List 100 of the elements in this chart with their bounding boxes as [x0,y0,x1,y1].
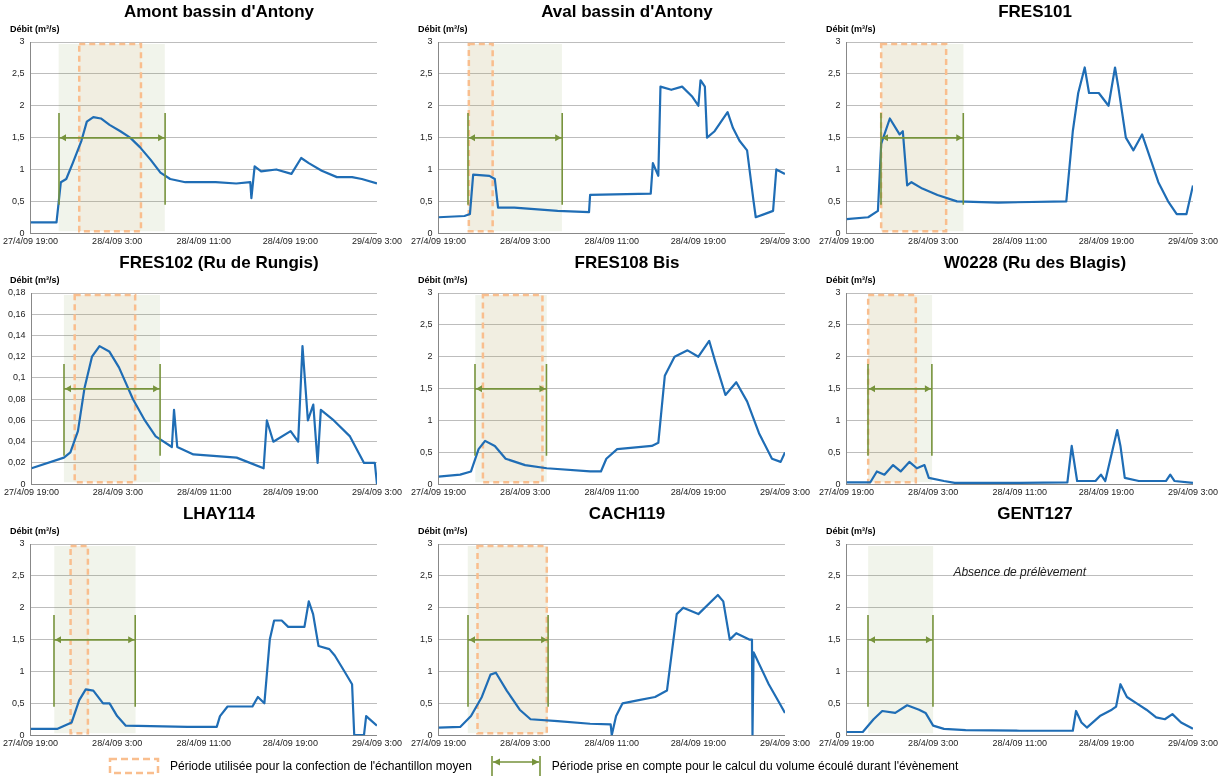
chart-title: CACH119 [587,503,667,525]
y-tick-label: 3 [427,287,433,298]
y-tick-label: 0,5 [12,697,25,708]
x-tick-label: 29/4/09 3:00 [351,487,402,498]
annotation: Absence de prélèvement [952,565,1087,580]
y-tick-label: 1,5 [420,634,433,645]
y-tick-label: 0 [19,227,25,238]
x-tick-label: 28/4/09 3:00 [92,236,143,247]
y-tick-label: 3 [427,538,433,549]
y-tick-label: 1 [427,414,433,425]
y-axis-title: Débit (m³/s) [418,275,468,285]
x-tick-label: 29/4/09 3:00 [1167,487,1218,498]
x-tick-label: 28/4/09 3:00 [500,487,551,498]
y-tick-label: 3 [19,36,25,47]
chart-title: Amont bassin d'Antony [122,1,316,23]
y-tick-label: 2,5 [828,570,841,581]
y-tick-label: 0,5 [12,195,25,206]
y-tick-label: 2,5 [828,319,841,330]
y-tick-label: 0,16 [7,308,26,319]
x-tick-label: 28/4/09 19:00 [263,487,319,498]
x-tick-label: 28/4/09 11:00 [992,236,1047,247]
y-axis-title: Débit (m³/s) [826,275,876,285]
x-tick-label: 28/4/09 19:00 [670,487,726,498]
y-tick-label: 0,06 [7,414,26,425]
x-tick-label: 28/4/09 3:00 [908,487,959,498]
y-tick-label: 0,02 [7,457,26,468]
y-tick-label: 2 [835,602,841,613]
x-tick-label: 28/4/09 11:00 [992,487,1047,498]
x-tick-label: 28/4/09 19:00 [1078,487,1134,498]
x-tick-label: 28/4/09 19:00 [670,236,726,247]
x-tick-label: 27/4/09 19:00 [818,236,875,247]
y-tick-label: 0,5 [420,446,433,457]
y-tick-label: 1 [427,665,433,676]
y-tick-label: 0,5 [420,195,433,206]
x-tick-label: 28/4/09 3:00 [500,738,551,749]
x-tick-label: 28/4/09 11:00 [992,738,1047,749]
y-tick-label: 0,1 [13,372,26,383]
x-tick-label: 27/4/09 19:00 [410,738,467,749]
chart-title: W0228 (Ru des Blagis) [942,252,1128,274]
y-tick-label: 1 [19,163,25,174]
x-tick-label: 28/4/09 11:00 [176,738,231,749]
legend-label: Période utilisée pour la confection de l'échantillon moyen [170,759,472,773]
x-tick-label: 28/4/09 11:00 [176,236,231,247]
x-tick-label: 27/4/09 19:00 [410,236,467,247]
x-tick-label: 28/4/09 11:00 [584,487,639,498]
y-tick-label: 0,5 [828,697,841,708]
y-axis-title: Débit (m³/s) [10,24,60,34]
x-tick-label: 27/4/09 19:00 [2,738,59,749]
x-tick-label: 29/4/09 3:00 [351,236,402,247]
y-axis-title: Débit (m³/s) [826,24,876,34]
y-tick-label: 1,5 [828,383,841,394]
y-tick-label: 1 [835,163,841,174]
chart-title: GENT127 [996,503,1074,525]
y-axis-title: Débit (m³/s) [10,275,60,285]
x-tick-label: 28/4/09 3:00 [908,236,959,247]
y-tick-label: 0 [427,729,433,740]
y-tick-label: 1,5 [828,634,841,645]
y-tick-label: 0 [427,227,433,238]
y-tick-label: 0,12 [7,351,26,362]
y-tick-label: 1 [835,414,841,425]
y-tick-label: 3 [427,36,433,47]
y-tick-label: 1 [835,665,841,676]
y-tick-label: 2 [19,100,25,111]
x-tick-label: 28/4/09 3:00 [500,236,551,247]
x-tick-label: 27/4/09 19:00 [818,487,875,498]
y-tick-label: 1 [19,665,25,676]
y-tick-label: 0 [835,478,841,489]
y-axis-title: Débit (m³/s) [418,24,468,34]
y-tick-label: 2,5 [420,319,433,330]
y-tick-label: 2,5 [420,570,433,581]
x-tick-label: 28/4/09 3:00 [92,487,143,498]
y-axis-title: Débit (m³/s) [418,526,468,536]
x-tick-label: 28/4/09 11:00 [177,487,232,498]
y-tick-label: 0,18 [7,287,26,298]
y-tick-label: 0,5 [420,697,433,708]
y-tick-label: 1,5 [828,132,841,143]
y-tick-label: 3 [19,538,25,549]
y-tick-label: 0 [19,729,25,740]
y-tick-label: 0,08 [7,393,26,404]
chart-title: FRES102 (Ru de Rungis) [118,252,320,274]
y-tick-label: 0,04 [7,436,26,447]
chart-title: FRES108 Bis [573,252,681,274]
x-tick-label: 28/4/09 19:00 [262,236,318,247]
chart-title: LHAY114 [181,503,257,525]
x-tick-label: 29/4/09 3:00 [351,738,402,749]
y-tick-label: 0 [20,478,26,489]
x-tick-label: 29/4/09 3:00 [759,738,810,749]
y-tick-label: 2 [427,602,433,613]
y-tick-label: 0 [835,227,841,238]
y-tick-label: 2,5 [420,68,433,79]
x-tick-label: 28/4/09 19:00 [262,738,318,749]
x-tick-label: 27/4/09 19:00 [3,487,60,498]
x-tick-label: 29/4/09 3:00 [759,236,810,247]
y-tick-label: 2 [427,100,433,111]
chart-title: Aval bassin d'Antony [540,1,714,23]
y-tick-label: 2 [835,100,841,111]
x-tick-label: 29/4/09 3:00 [1167,236,1218,247]
x-tick-label: 28/4/09 11:00 [584,236,639,247]
y-tick-label: 2,5 [12,68,25,79]
y-tick-label: 0,14 [7,329,26,340]
